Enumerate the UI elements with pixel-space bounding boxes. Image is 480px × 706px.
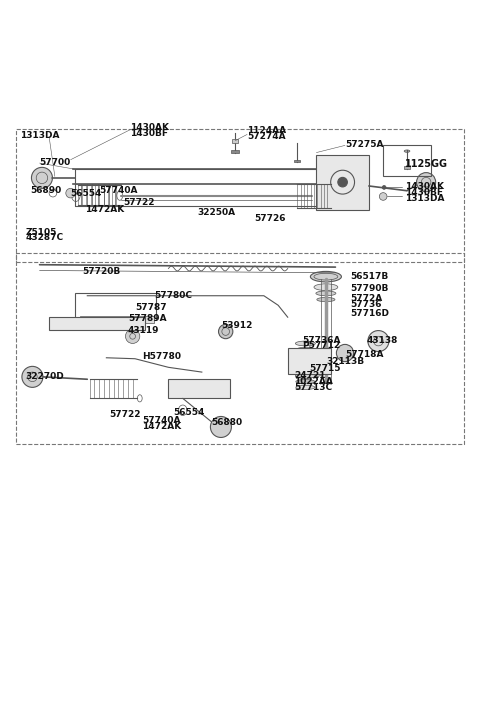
Text: 5772A: 5772A — [350, 294, 382, 303]
Text: 1472AK: 1472AK — [85, 205, 124, 215]
Text: 57787: 57787 — [135, 303, 167, 311]
Text: 53912: 53912 — [221, 321, 252, 330]
Circle shape — [382, 186, 386, 189]
Text: 57722: 57722 — [109, 409, 140, 419]
Text: 43287C: 43287C — [25, 233, 63, 242]
Text: 1313DA: 1313DA — [405, 194, 444, 203]
Circle shape — [336, 345, 354, 361]
Text: 57740A: 57740A — [99, 186, 138, 196]
Bar — [288, 348, 331, 374]
Circle shape — [218, 324, 233, 339]
Circle shape — [338, 177, 348, 187]
Text: 1124AA: 1124AA — [247, 126, 286, 135]
Bar — [75, 294, 156, 320]
Text: 57789A: 57789A — [128, 314, 167, 323]
Text: Z5105: Z5105 — [25, 228, 57, 237]
Text: 1472AK: 1472AK — [142, 422, 181, 431]
Text: 1430BF: 1430BF — [130, 129, 168, 138]
Text: 24721: 24721 — [294, 371, 325, 381]
Circle shape — [379, 193, 387, 201]
Ellipse shape — [297, 347, 314, 351]
Ellipse shape — [296, 380, 315, 384]
Text: H57780: H57780 — [142, 352, 181, 361]
Ellipse shape — [303, 357, 329, 364]
Text: 43138: 43138 — [366, 335, 398, 345]
Text: 1430BF: 1430BF — [405, 189, 443, 197]
Circle shape — [22, 366, 43, 388]
Text: 57740A: 57740A — [142, 417, 180, 425]
Text: 56517B: 56517B — [350, 272, 388, 281]
Text: 56880: 56880 — [211, 418, 242, 426]
Text: 57736: 57736 — [350, 300, 381, 309]
Text: 57780C: 57780C — [154, 291, 192, 300]
Text: 32270D: 32270D — [25, 372, 64, 381]
Ellipse shape — [311, 271, 341, 282]
Text: 57726: 57726 — [254, 214, 286, 223]
Text: 32113B: 32113B — [326, 357, 364, 366]
Ellipse shape — [317, 297, 335, 301]
Bar — [231, 150, 239, 152]
Bar — [49, 317, 144, 330]
Text: 1430AK: 1430AK — [130, 124, 169, 132]
Bar — [168, 379, 230, 398]
Bar — [232, 139, 238, 143]
Ellipse shape — [295, 341, 315, 346]
Bar — [80, 316, 154, 323]
Ellipse shape — [295, 373, 315, 378]
Text: 57716D: 57716D — [350, 309, 389, 318]
Text: 57790B: 57790B — [350, 284, 388, 293]
Circle shape — [368, 330, 389, 352]
Circle shape — [66, 189, 75, 198]
Text: 1430AK: 1430AK — [405, 182, 444, 191]
Text: 1022AA: 1022AA — [294, 377, 333, 386]
Text: 43119: 43119 — [128, 326, 159, 335]
Circle shape — [32, 167, 52, 189]
Text: 57713C: 57713C — [294, 383, 332, 392]
Text: 57722: 57722 — [123, 198, 155, 207]
Ellipse shape — [296, 385, 315, 390]
Circle shape — [125, 329, 140, 343]
Text: 57275A: 57275A — [345, 140, 384, 149]
Circle shape — [210, 417, 231, 438]
Text: 56554: 56554 — [71, 189, 102, 198]
Text: 32250A: 32250A — [197, 208, 235, 217]
Ellipse shape — [296, 373, 315, 378]
Text: 57715: 57715 — [309, 364, 341, 373]
Bar — [75, 169, 338, 206]
Bar — [383, 145, 431, 176]
Ellipse shape — [314, 284, 338, 290]
Bar — [316, 155, 369, 210]
Ellipse shape — [404, 150, 410, 152]
Text: 56890: 56890 — [30, 186, 61, 196]
Text: P57712: P57712 — [302, 341, 340, 350]
Text: 57720B: 57720B — [83, 268, 121, 276]
Text: 57718A: 57718A — [345, 350, 384, 359]
Circle shape — [417, 172, 436, 192]
Text: 57700: 57700 — [39, 157, 71, 167]
Ellipse shape — [297, 371, 321, 377]
Bar — [404, 167, 410, 169]
Text: 57274A: 57274A — [247, 132, 286, 140]
Ellipse shape — [316, 291, 336, 296]
Text: 1125GG: 1125GG — [405, 160, 448, 169]
Text: 1313DA: 1313DA — [21, 131, 60, 140]
Text: 56554: 56554 — [173, 408, 204, 417]
Bar — [294, 160, 300, 162]
Text: 57736A: 57736A — [302, 335, 340, 345]
